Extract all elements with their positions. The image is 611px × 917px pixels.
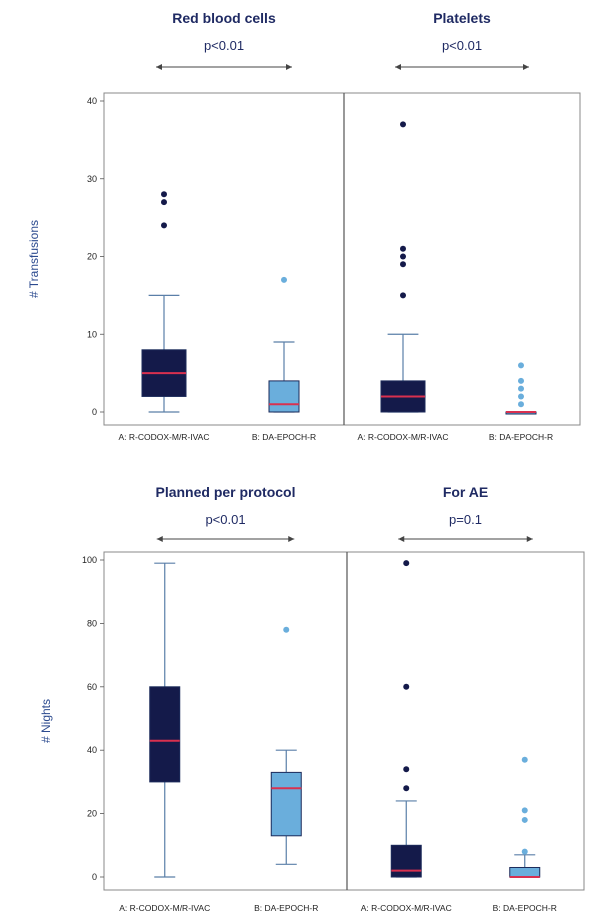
y-tick-label: 60 — [87, 682, 97, 692]
box-group-b: B: DA-EPOCH-R — [489, 362, 553, 442]
x-category-label: B: DA-EPOCH-R — [252, 432, 316, 442]
outlier-point — [403, 560, 410, 567]
iqr-box — [390, 844, 422, 878]
x-category-label: A: R-CODOX-M/R-IVAC — [119, 432, 210, 442]
outlier-point — [403, 683, 410, 690]
y-tick-label: 30 — [87, 174, 97, 184]
outlier-point — [400, 292, 406, 299]
outlier-point — [518, 377, 524, 384]
outlier-point — [521, 756, 528, 763]
outlier-point — [161, 191, 167, 198]
plot-frame — [103, 551, 585, 891]
outlier-point — [400, 261, 406, 268]
panel-title: For AE — [443, 484, 488, 500]
outlier-point — [281, 276, 287, 283]
p-value-label: p<0.01 — [205, 512, 245, 527]
y-tick-label: 10 — [87, 329, 97, 339]
p-value-label: p<0.01 — [442, 38, 482, 53]
outlier-point — [518, 401, 524, 408]
panel-title: Red blood cells — [172, 10, 276, 26]
box-group-b: B: DA-EPOCH-R — [493, 756, 557, 913]
x-category-label: A: R-CODOX-M/R-IVAC — [361, 903, 452, 913]
iqr-box — [270, 771, 302, 837]
box-group-b: B: DA-EPOCH-R — [252, 276, 316, 442]
outlier-point — [521, 807, 528, 814]
bracket-arrow-left — [156, 536, 163, 542]
y-tick-label: 0 — [92, 407, 97, 417]
outlier-point — [521, 848, 528, 855]
plot-frame — [103, 92, 581, 426]
p-value-label: p<0.01 — [204, 38, 244, 53]
y-tick-label: 100 — [82, 555, 97, 565]
panel-title: Planned per protocol — [155, 484, 295, 500]
bracket-arrow-right — [286, 64, 292, 70]
y-axis-label: # Nights — [39, 699, 53, 743]
outlier-point — [518, 393, 524, 400]
bracket-arrow-left — [398, 536, 405, 542]
chart-row-2: 0 20 40 60 80 100 # Nights Planned per protocol… — [39, 484, 585, 913]
outlier-point — [283, 626, 290, 633]
outlier-point — [518, 385, 524, 392]
outlier-point — [400, 245, 406, 252]
x-category-label: B: DA-EPOCH-R — [489, 432, 553, 442]
outlier-point — [403, 785, 410, 792]
p-value-label: p=0.1 — [449, 512, 482, 527]
y-tick-label: 40 — [87, 96, 97, 106]
x-category-label: B: DA-EPOCH-R — [254, 903, 318, 913]
y-tick-label: 80 — [87, 618, 97, 628]
box-group-b: B: DA-EPOCH-R — [254, 626, 318, 913]
x-category-label: B: DA-EPOCH-R — [493, 903, 557, 913]
outlier-point — [521, 816, 528, 823]
y-tick-label: 20 — [87, 252, 97, 262]
iqr-box — [149, 686, 181, 783]
y-tick-label: 0 — [92, 872, 97, 882]
y-tick-label: 20 — [87, 809, 97, 819]
y-tick-label: 40 — [87, 745, 97, 755]
outlier-point — [518, 362, 524, 369]
bracket-arrow-right — [523, 64, 529, 70]
iqr-box — [268, 380, 300, 413]
x-category-label: A: R-CODOX-M/R-IVAC — [358, 432, 449, 442]
y-axis-label: # Transfusions — [27, 220, 41, 298]
chart-row-1: 0 10 20 30 40 # Transfusions Red blood cells p<… — [27, 10, 581, 442]
x-category-label: A: R-CODOX-M/R-IVAC — [119, 903, 210, 913]
outlier-point — [400, 121, 406, 128]
bracket-arrow-left — [156, 64, 162, 70]
box-group-a: A: R-CODOX-M/R-IVAC — [119, 191, 210, 442]
box-group-a: A: R-CODOX-M/R-IVAC — [361, 560, 452, 913]
box-group-a: A: R-CODOX-M/R-IVAC — [358, 121, 449, 442]
outlier-point — [400, 253, 406, 260]
box-group-a: A: R-CODOX-M/R-IVAC — [119, 562, 210, 913]
outlier-point — [161, 222, 167, 229]
outlier-point — [161, 199, 167, 206]
outlier-point — [403, 766, 410, 773]
bracket-arrow-right — [526, 536, 533, 542]
iqr-box — [509, 866, 541, 878]
panel-title: Platelets — [433, 10, 491, 26]
bracket-arrow-left — [395, 64, 401, 70]
bracket-arrow-right — [288, 536, 295, 542]
